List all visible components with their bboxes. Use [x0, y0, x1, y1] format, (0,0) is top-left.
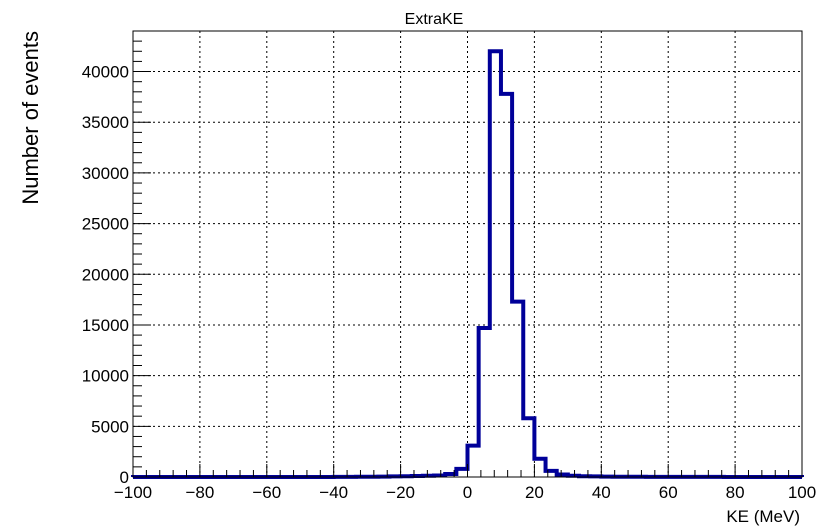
x-tick-label: −40 [319, 483, 348, 502]
x-tick-label: −20 [386, 483, 415, 502]
y-tick-label: 5000 [91, 417, 129, 436]
y-tick-label: 30000 [82, 164, 129, 183]
x-tick-label: 60 [659, 483, 678, 502]
x-tick-label: 40 [592, 483, 611, 502]
y-axis-ticks: 0 5000 10000 15000 20000 25000 30000 35000 40000 [82, 30, 151, 487]
x-axis-title: KE (MeV) [726, 507, 800, 526]
x-tick-label: −80 [185, 483, 214, 502]
y-axis-title: Number of events [18, 31, 43, 205]
histogram-outline [131, 49, 804, 479]
x-tick-label: 0 [463, 483, 472, 502]
y-tick-label: 0 [120, 468, 129, 487]
histogram-bars [133, 51, 802, 477]
x-axis-ticks: −100 −80 −60 −40 −20 0 20 40 60 80 100 [114, 464, 816, 502]
chart-title: ExtraKE [405, 11, 464, 28]
grid [133, 31, 802, 477]
x-tick-label: 100 [788, 483, 816, 502]
x-tick-label: −60 [252, 483, 281, 502]
x-tick-label: −100 [114, 483, 152, 502]
y-tick-label: 15000 [82, 316, 129, 335]
y-tick-label: 25000 [82, 215, 129, 234]
x-tick-label: 20 [525, 483, 544, 502]
y-tick-label: 10000 [82, 367, 129, 386]
y-tick-label: 40000 [82, 63, 129, 82]
y-tick-label: 20000 [82, 265, 129, 284]
x-tick-label: 80 [726, 483, 745, 502]
y-tick-label: 35000 [82, 113, 129, 132]
